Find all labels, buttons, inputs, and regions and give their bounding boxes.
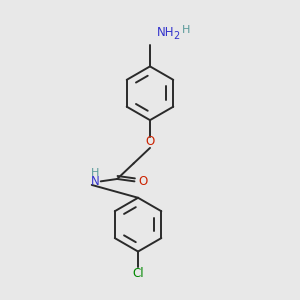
Text: H: H [182, 25, 190, 35]
Text: O: O [138, 175, 147, 188]
Text: H: H [91, 168, 99, 178]
Text: NH: NH [157, 26, 174, 39]
Text: 2: 2 [174, 31, 180, 41]
Text: O: O [146, 135, 154, 148]
Text: Cl: Cl [132, 267, 144, 280]
Text: N: N [90, 175, 99, 188]
